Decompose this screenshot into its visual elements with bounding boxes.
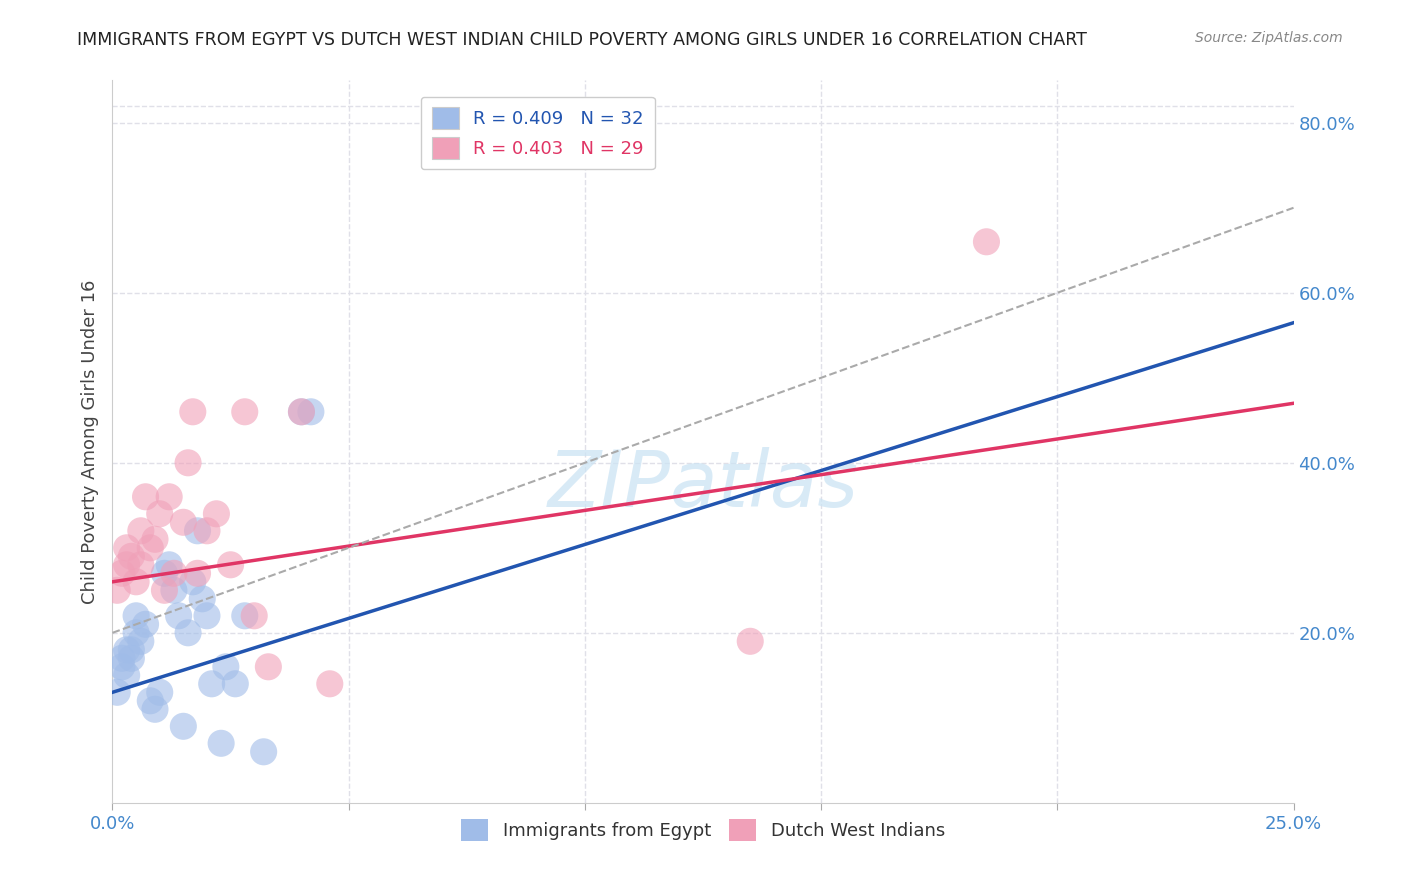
Point [181, 574, 204, 589]
Point [243, 608, 266, 623]
Point [224, 677, 246, 691]
Point [195, 524, 218, 538]
Point [157, 490, 180, 504]
Point [135, 490, 157, 504]
Point [163, 566, 186, 581]
Point [105, 685, 128, 699]
Point [115, 541, 138, 555]
Point [129, 524, 152, 538]
Point [115, 642, 138, 657]
Point [319, 677, 342, 691]
Point [740, 634, 762, 648]
Point [111, 660, 134, 674]
Point [253, 745, 276, 759]
Point [143, 533, 166, 547]
Point [157, 558, 180, 572]
Point [215, 660, 238, 674]
Point [111, 651, 134, 665]
Point [129, 558, 152, 572]
Point [115, 558, 138, 572]
Point [172, 516, 194, 530]
Point [120, 549, 142, 564]
Point [233, 608, 256, 623]
Point [120, 642, 142, 657]
Point [195, 608, 218, 623]
Point [290, 405, 312, 419]
Point [177, 456, 200, 470]
Point [149, 685, 172, 699]
Point [129, 634, 152, 648]
Point [125, 625, 148, 640]
Point [125, 574, 148, 589]
Point [219, 558, 242, 572]
Point [976, 235, 998, 249]
Point [149, 507, 172, 521]
Point [233, 405, 256, 419]
Point [139, 541, 162, 555]
Text: IMMIGRANTS FROM EGYPT VS DUTCH WEST INDIAN CHILD POVERTY AMONG GIRLS UNDER 16 CO: IMMIGRANTS FROM EGYPT VS DUTCH WEST INDI… [77, 31, 1087, 49]
Point [153, 566, 176, 581]
Point [181, 405, 204, 419]
Point [205, 507, 228, 521]
Point [177, 625, 200, 640]
Point [257, 660, 280, 674]
Point [186, 566, 208, 581]
Point [139, 694, 162, 708]
Point [115, 668, 138, 682]
Point [135, 617, 157, 632]
Point [201, 677, 224, 691]
Y-axis label: Child Poverty Among Girls Under 16: Child Poverty Among Girls Under 16 [80, 279, 98, 604]
Text: ZIPatlas: ZIPatlas [547, 447, 859, 523]
Point [186, 524, 208, 538]
Point [167, 608, 190, 623]
Point [172, 719, 194, 733]
Point [299, 405, 322, 419]
Point [120, 651, 142, 665]
Point [125, 608, 148, 623]
Text: Source: ZipAtlas.com: Source: ZipAtlas.com [1195, 31, 1343, 45]
Legend: Immigrants from Egypt, Dutch West Indians: Immigrants from Egypt, Dutch West Indian… [454, 812, 952, 848]
Point [191, 591, 214, 606]
Point [290, 405, 312, 419]
Point [111, 566, 134, 581]
Point [163, 583, 186, 598]
Point [143, 702, 166, 716]
Point [209, 736, 232, 750]
Point [153, 583, 176, 598]
Point [105, 583, 128, 598]
